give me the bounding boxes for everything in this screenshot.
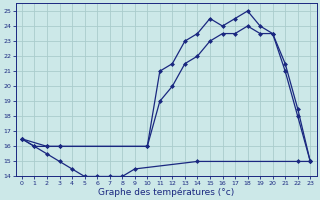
X-axis label: Graphe des températures (°c): Graphe des températures (°c) — [98, 187, 234, 197]
